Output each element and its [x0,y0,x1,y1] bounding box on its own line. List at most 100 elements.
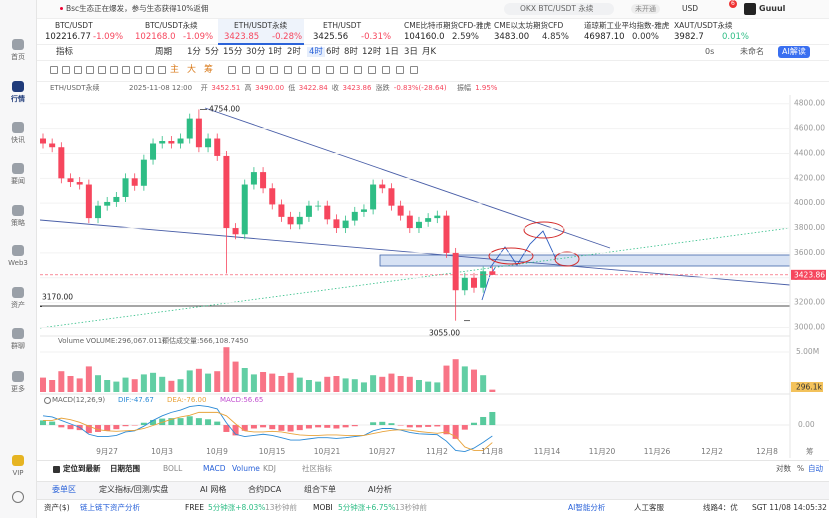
draw-tool[interactable] [284,66,292,74]
interval-button[interactable]: 5分 [205,47,219,57]
interval-button[interactable]: 8时 [344,47,358,57]
draw-tool[interactable] [312,66,320,74]
interval-button[interactable]: 1日 [385,47,399,57]
locate-icon[interactable] [53,466,60,473]
settings-icon[interactable] [12,491,24,503]
draw-tool[interactable] [256,66,264,74]
ticker-name[interactable]: 道琼斯工业平均指数-雅虎 [584,21,669,31]
draw-tool[interactable] [368,66,376,74]
draw-tool[interactable] [228,66,236,74]
indicator-tab[interactable]: 社区指标 [302,464,332,474]
indicator-tab[interactable]: MACD [203,464,225,474]
interval-button[interactable]: 6时 [326,47,340,57]
draw-tool[interactable] [98,66,106,74]
ticker-name[interactable]: ETH/USDT永续 [234,21,287,31]
nav-item[interactable]: VIP [0,468,36,478]
draw-tool[interactable] [270,66,278,74]
panel-tab[interactable]: 定义指标/回测/实盘 [99,485,168,495]
volume-bar [489,390,495,392]
layout-select[interactable]: 未命名 [740,47,764,57]
draw-tool[interactable] [298,66,306,74]
draw-tool[interactable] [122,66,130,74]
draw-tool[interactable] [326,66,334,74]
draw-tool[interactable] [86,66,94,74]
draw-tool[interactable] [242,66,250,74]
interval-button[interactable]: 月K [422,47,436,57]
draw-tool-label[interactable]: 筹 [204,65,213,75]
nav-item[interactable]: 行情 [0,94,36,104]
nav-item[interactable]: 快讯 [0,135,36,145]
ticker-name[interactable]: ETH/USDT [323,21,361,31]
nav-item[interactable]: Web3 [0,258,36,268]
draw-tool[interactable] [158,66,166,74]
indicator-button[interactable]: 指标 [56,47,73,57]
ticker-name[interactable]: XAUT/USDT永续 [674,21,732,31]
ticker-name[interactable]: CME比特币期货CFD-雅虎 [404,21,491,31]
indicator-tab[interactable]: BOLL [163,464,182,474]
draw-tool[interactable] [146,66,154,74]
axis-option[interactable]: % [797,464,804,474]
panel-tab[interactable]: AI分析 [368,485,392,495]
status-item[interactable]: AI智能分析 [568,503,605,513]
interval-button[interactable]: 30分 [246,47,265,57]
draw-tool-label[interactable]: 主 [170,65,179,75]
panel-tab[interactable]: 组合下单 [304,485,336,495]
search-input[interactable]: OKX BTC/USDT 永续 [520,4,593,14]
nav-icon[interactable] [12,81,24,92]
draw-tool[interactable] [354,66,362,74]
nav-icon[interactable] [12,39,24,50]
interval-button[interactable]: 3日 [404,47,418,57]
status-item[interactable]: 人工客服 [634,503,664,513]
ticker-name[interactable]: BTC/USDT [55,21,93,31]
draw-tool[interactable] [396,66,404,74]
status-item[interactable]: 链上链下资产分析 [80,503,140,513]
ohlc-info: 3490.00 [255,83,284,93]
nav-icon[interactable] [12,245,24,256]
ticker-name[interactable]: BTC/USDT永续 [145,21,198,31]
nav-item[interactable]: 首页 [0,52,36,62]
interval-button[interactable]: 1时 [268,47,282,57]
ticker-name[interactable]: CME以太坊期货CFD [494,21,563,31]
nav-icon[interactable] [12,328,24,339]
nav-icon[interactable] [12,455,24,466]
indicator-tab[interactable]: KDJ [263,464,276,474]
nav-icon[interactable] [12,205,24,216]
nav-icon[interactable] [12,163,24,174]
axis-option[interactable]: 自动 [808,464,823,474]
draw-tool[interactable] [62,66,70,74]
draw-tool-label[interactable]: 大 [187,65,196,75]
user-avatar[interactable] [744,3,756,15]
interval-button[interactable]: 2时 [287,47,301,57]
nav-item[interactable]: 资产 [0,300,36,310]
indicator-tab[interactable]: Volume [232,464,260,474]
nav-icon[interactable] [12,371,24,382]
nav-item[interactable]: 要闻 [0,176,36,186]
nav-item[interactable]: 更多 [0,384,36,394]
interval-button[interactable]: 1分 [187,47,201,57]
draw-tool[interactable] [110,66,118,74]
interval-button[interactable]: 12时 [362,47,381,57]
draw-tool[interactable] [340,66,348,74]
draw-tool[interactable] [382,66,390,74]
interval-button[interactable]: 4时 [307,47,325,57]
period-button[interactable]: 周期 [155,47,172,57]
axis-option[interactable]: 对数 [776,464,791,474]
macd-bar [370,422,376,425]
nav-item[interactable]: 策略 [0,218,36,228]
currency-select[interactable]: USD [682,4,698,14]
nav-item[interactable]: 群聊 [0,341,36,351]
indicator-tab[interactable]: 日期范围 [110,464,140,474]
draw-tool[interactable] [50,66,58,74]
user-name[interactable]: Guuul [759,4,785,14]
nav-icon[interactable] [12,122,24,133]
panel-tab[interactable]: 合约DCA [248,485,281,495]
nav-icon[interactable] [12,287,24,298]
panel-tab[interactable]: AI 网格 [200,485,226,495]
interval-button[interactable]: 15分 [223,47,242,57]
draw-tool[interactable] [134,66,142,74]
ai-button[interactable]: AI解读 [778,46,810,58]
panel-tab[interactable]: 委单区 [52,485,76,495]
indicator-tab[interactable]: 定位到最新 [63,464,101,474]
draw-tool[interactable] [410,66,418,74]
draw-tool[interactable] [74,66,82,74]
